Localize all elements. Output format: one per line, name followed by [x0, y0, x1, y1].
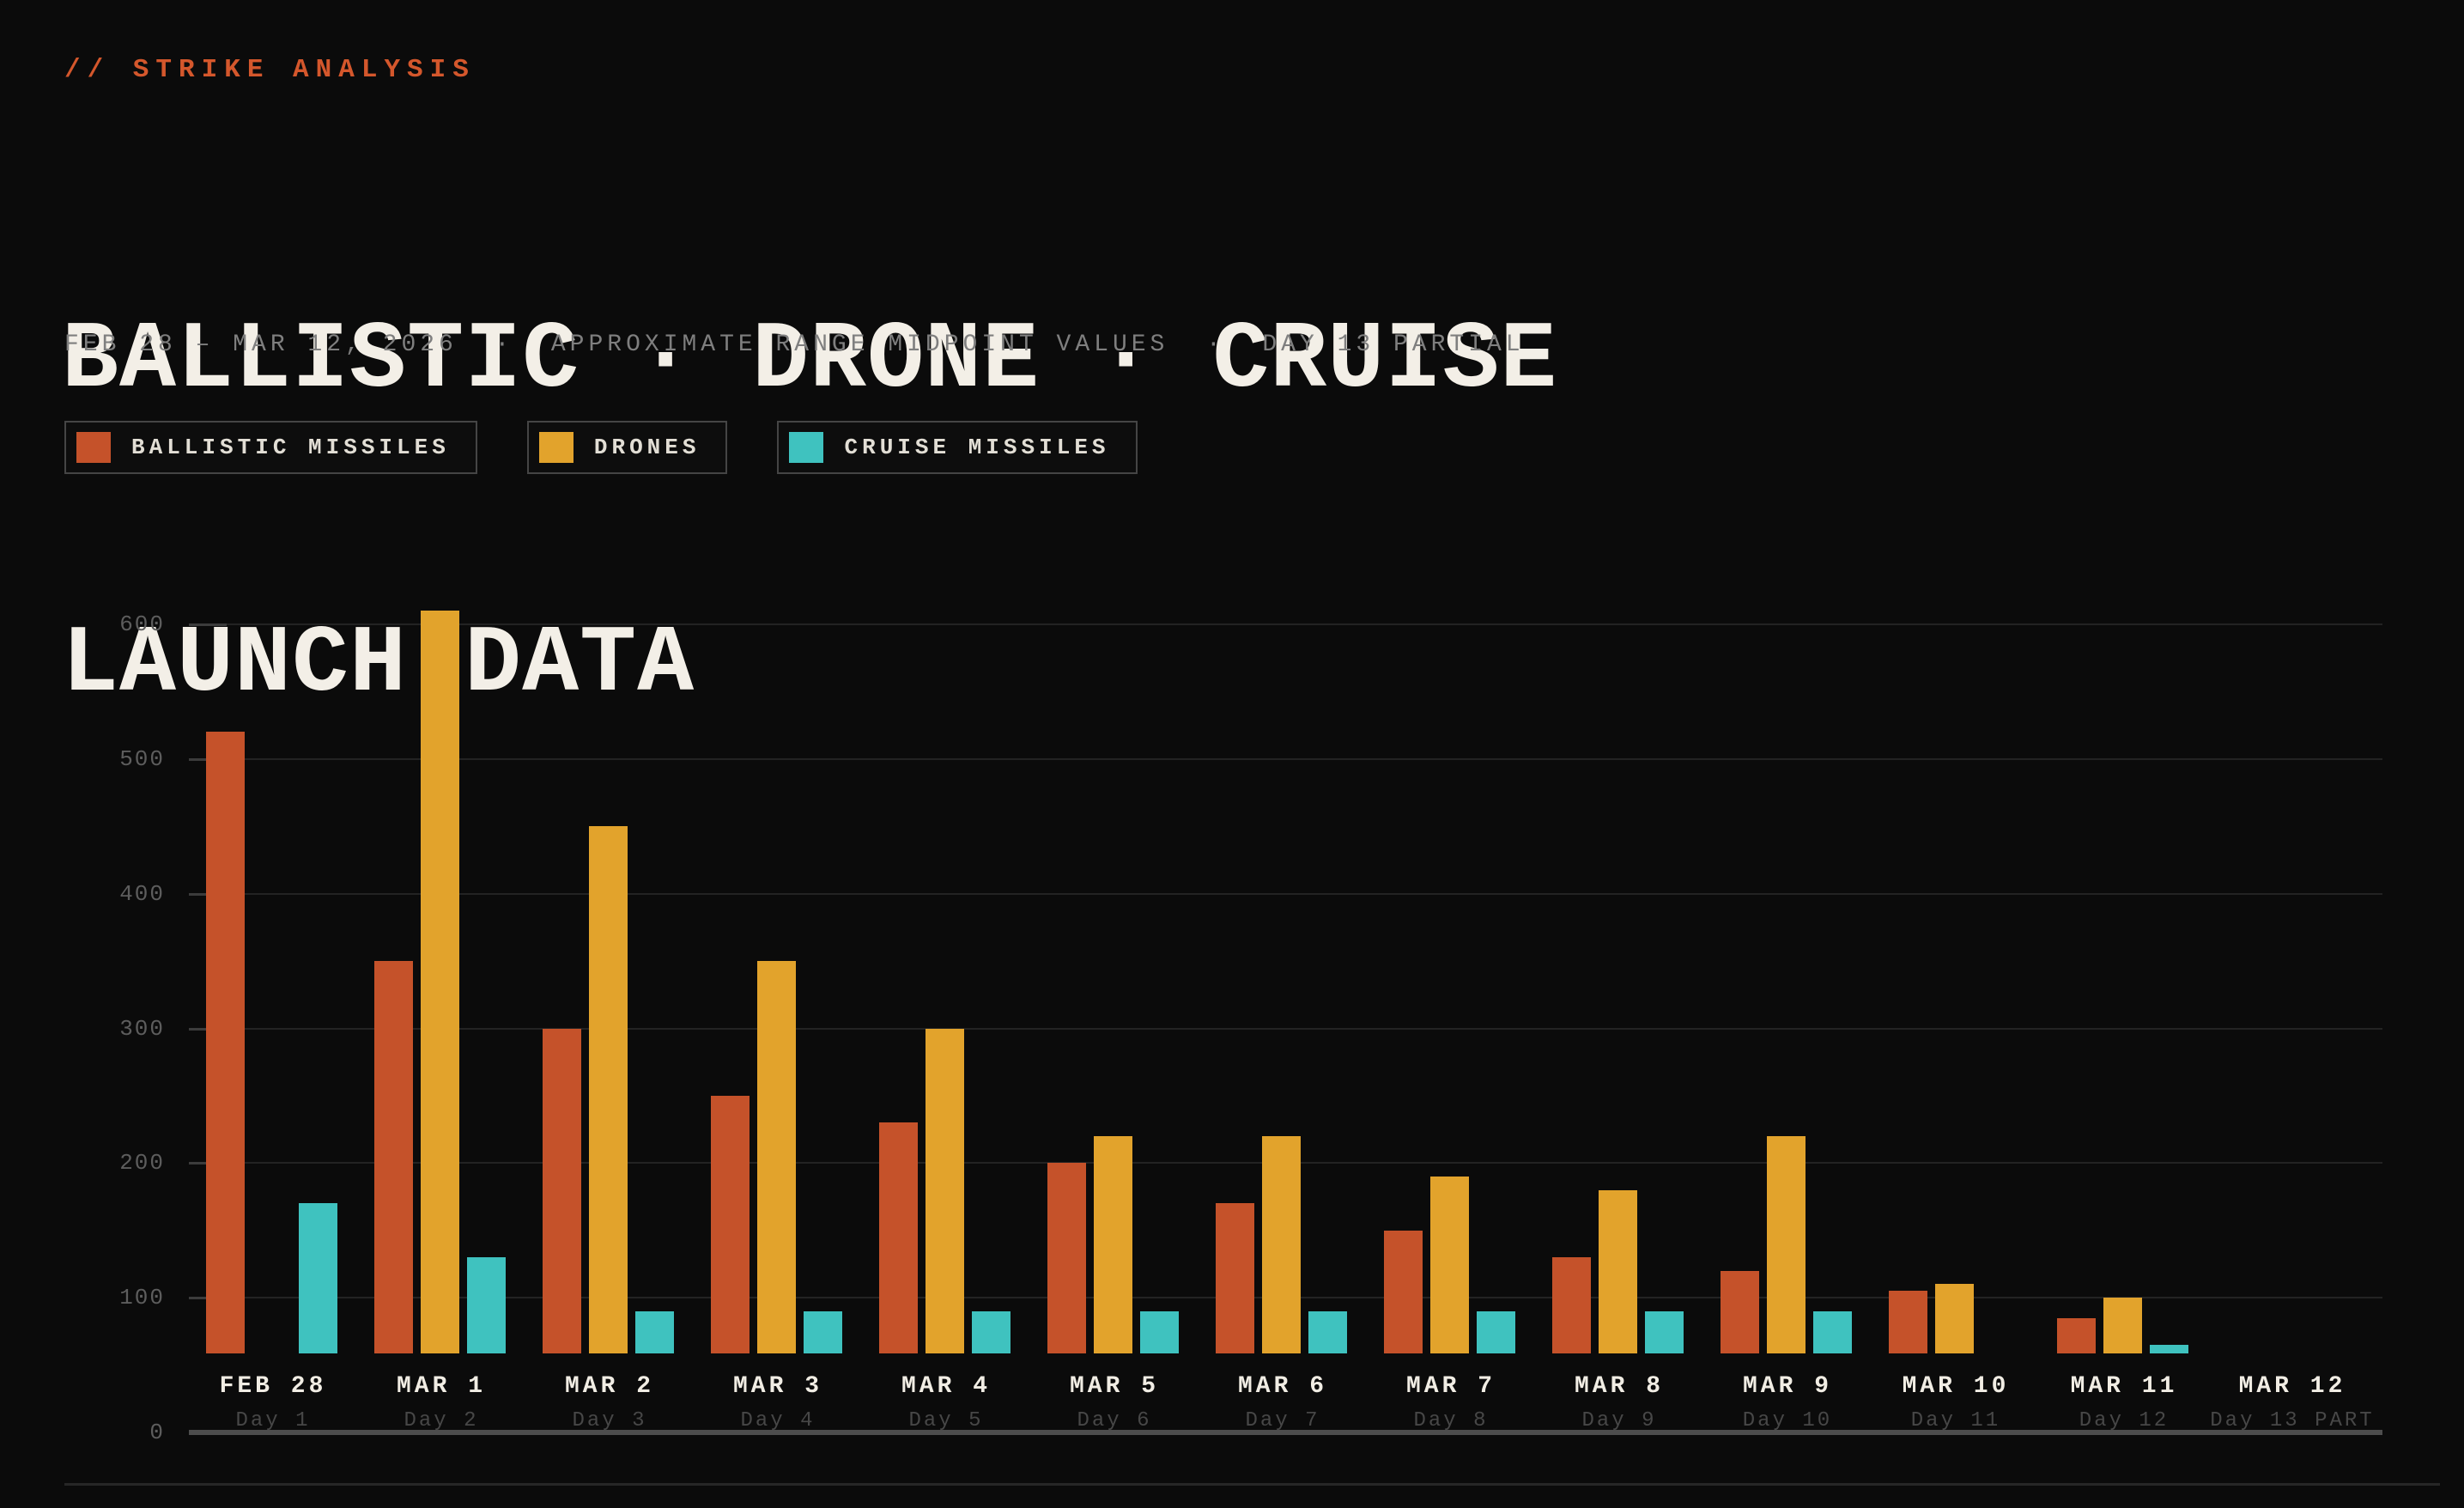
x-label-mar-11: MAR 11 [2070, 1373, 2178, 1400]
day-label-2: Day 2 [404, 1409, 479, 1432]
bar-ballistic-mar-7 [1384, 1230, 1423, 1353]
day-label-9: Day 9 [1581, 1409, 1657, 1432]
x-label-mar-3: MAR 3 [732, 1373, 822, 1400]
legend-item-cruise[interactable]: CRUISE MISSILES [777, 421, 1138, 474]
page-title-line-1: BALLISTIC · DRONE · CRUISE [62, 307, 1558, 415]
bar-cruise-feb-28 [299, 1203, 337, 1353]
x-label-mar-7: MAR 7 [1405, 1373, 1496, 1400]
bar-cruise-mar-3 [804, 1310, 842, 1353]
ballistic-swatch-icon [76, 432, 111, 463]
x-label-mar-12: MAR 12 [2238, 1373, 2346, 1400]
legend-label: DRONES [593, 435, 701, 460]
x-label-mar-1: MAR 1 [396, 1373, 486, 1400]
x-label-mar-10: MAR 10 [1902, 1373, 2010, 1400]
gridline-600 [189, 623, 2382, 625]
legend-item-drones[interactable]: DRONES [526, 421, 728, 474]
day-label-5: Day 5 [908, 1409, 984, 1432]
gridline-300 [189, 1027, 2382, 1030]
bar-ballistic-mar-2 [543, 1028, 581, 1353]
x-label-mar-4: MAR 4 [901, 1373, 991, 1400]
x-label-mar-5: MAR 5 [1069, 1373, 1159, 1400]
bar-ballistic-mar-8 [1552, 1257, 1591, 1353]
bar-ballistic-mar-6 [1216, 1203, 1254, 1353]
y-tick-label-500: 500 [119, 745, 165, 772]
day-label-11: Day 11 [1910, 1409, 2001, 1432]
bar-cruise-mar-11 [2150, 1345, 2188, 1353]
y-tick-label-400: 400 [119, 880, 165, 907]
bar-cruise-mar-7 [1477, 1310, 1515, 1353]
page-subtitle: FEB 28 – MAR 12, 2026 · APPROXIMATE RANG… [64, 331, 1525, 358]
x-label-mar-9: MAR 9 [1742, 1373, 1832, 1400]
day-label-8: Day 8 [1413, 1409, 1489, 1432]
y-tick-label-0: 0 [149, 1420, 165, 1445]
x-label-mar-2: MAR 2 [564, 1373, 654, 1400]
bar-drones-mar-3 [757, 961, 796, 1353]
day-label-3: Day 3 [572, 1409, 647, 1432]
bar-ballistic-mar-1 [374, 961, 413, 1353]
x-label-feb-28: FEB 28 [219, 1373, 327, 1400]
bar-cruise-mar-4 [972, 1310, 1010, 1353]
y-tick-label-300: 300 [119, 1015, 165, 1042]
bar-ballistic-mar-11 [2057, 1317, 2096, 1353]
bar-drones-mar-6 [1262, 1135, 1301, 1353]
bar-cruise-mar-9 [1813, 1310, 1852, 1353]
day-label-4: Day 4 [740, 1409, 816, 1432]
bar-ballistic-mar-9 [1721, 1270, 1759, 1353]
bar-cruise-mar-2 [635, 1310, 674, 1353]
bar-cruise-mar-1 [467, 1257, 506, 1353]
day-label-6: Day 6 [1077, 1409, 1152, 1432]
day-label-13: Day 13 PART [2210, 1409, 2375, 1432]
cruise-swatch-icon [789, 432, 824, 463]
page-title: BALLISTIC · DRONE · CRUISE LAUNCH DATA [62, 108, 1557, 818]
y-tick-label-200: 200 [119, 1150, 165, 1177]
tick-mark-600 [189, 623, 227, 626]
bar-drones-mar-7 [1430, 1177, 1469, 1353]
x-label-mar-6: MAR 6 [1237, 1373, 1327, 1400]
y-tick-label-600: 600 [119, 611, 165, 637]
eyebrow-label: // STRIKE ANALYSIS [64, 55, 476, 85]
x-axis-line [189, 1430, 2382, 1435]
y-tick-label-100: 100 [119, 1285, 165, 1311]
bar-drones-mar-1 [421, 611, 459, 1353]
chart-legend: BALLISTIC MISSILES DRONES CRUISE MISSILE… [64, 421, 1138, 474]
bar-cruise-mar-5 [1140, 1310, 1179, 1353]
bar-ballistic-mar-5 [1047, 1163, 1086, 1353]
bar-drones-mar-11 [2103, 1298, 2142, 1353]
legend-item-ballistic[interactable]: BALLISTIC MISSILES [64, 421, 477, 474]
day-label-1: Day 1 [235, 1409, 311, 1432]
day-label-10: Day 10 [1742, 1409, 1833, 1432]
bar-drones-mar-10 [1935, 1284, 1974, 1353]
bar-ballistic-mar-10 [1889, 1291, 1927, 1353]
legend-label: BALLISTIC MISSILES [131, 435, 450, 460]
bar-ballistic-mar-4 [879, 1122, 918, 1353]
bar-ballistic-mar-3 [711, 1095, 750, 1353]
bar-drones-mar-9 [1767, 1135, 1806, 1353]
day-label-7: Day 7 [1245, 1409, 1320, 1432]
bar-drones-mar-4 [926, 1028, 964, 1353]
gridline-400 [189, 892, 2382, 895]
bar-ballistic-feb-28 [206, 732, 245, 1353]
drones-swatch-icon [538, 432, 574, 463]
bar-drones-mar-5 [1094, 1135, 1132, 1353]
legend-label: CRUISE MISSILES [844, 435, 1110, 460]
x-label-mar-8: MAR 8 [1574, 1373, 1664, 1400]
bottom-divider [64, 1483, 2440, 1486]
page-title-line-2: LAUNCH DATA [62, 611, 695, 719]
bar-chart-plot-area: 0 100 200 300 400 500 600 FEB 28 Day 1 MAR 1 Day 2… [119, 611, 2382, 1445]
bar-cruise-mar-6 [1308, 1310, 1347, 1353]
bar-cruise-mar-8 [1645, 1310, 1684, 1353]
bar-drones-mar-2 [589, 826, 628, 1353]
bar-drones-mar-8 [1599, 1189, 1637, 1353]
day-label-12: Day 12 [2079, 1409, 2170, 1432]
gridline-500 [189, 757, 2382, 760]
